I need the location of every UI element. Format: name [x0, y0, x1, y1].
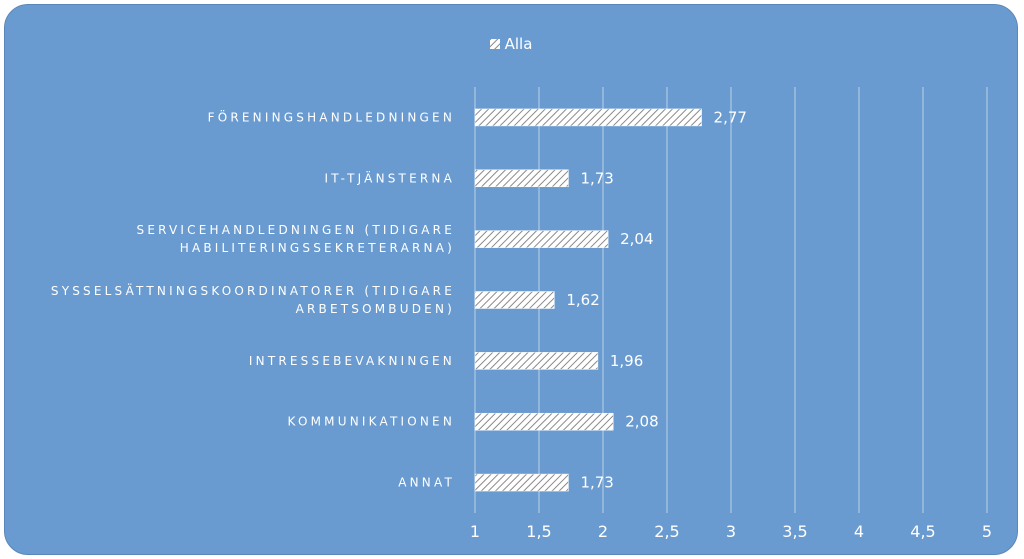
value-label: 2,77 — [714, 108, 747, 126]
bar — [474, 473, 569, 492]
x-tick-label: 3,5 — [782, 522, 807, 541]
category-label: INTRESSEBEVAKNINGEN — [249, 354, 455, 368]
x-tick-label: 2,5 — [654, 522, 679, 541]
category-label: ANNAT — [398, 476, 455, 490]
value-label: 1,62 — [566, 291, 599, 309]
legend-label: Alla — [504, 35, 533, 53]
bar — [474, 230, 609, 248]
legend-swatch — [489, 39, 500, 49]
chart-plot: 1 1,5 2 2,5 3 3,5 4 4,5 5 2,77 FÖRENINGSHANDLEDNIN… — [51, 87, 992, 541]
bar — [474, 108, 702, 127]
category-label: KOMMUNIKATIONEN — [288, 415, 455, 429]
value-label: 2,04 — [620, 230, 653, 248]
bar — [474, 412, 614, 431]
bar — [474, 352, 599, 370]
x-tick-label: 4,5 — [910, 522, 935, 541]
x-tick-label: 4 — [854, 522, 864, 541]
category-label: ARBETSOMBUDEN) — [296, 302, 455, 316]
legend: Alla — [5, 35, 1017, 53]
category-label: FÖRENINGSHANDLEDNINGEN — [208, 108, 455, 124]
value-label: 2,08 — [625, 413, 658, 431]
category-label: IT-TJÄNSTERNA — [325, 170, 456, 185]
category-label: HABILITERINGSSEKRETERARNA) — [180, 241, 455, 255]
x-tick-label: 1 — [470, 522, 480, 541]
value-label: 1,73 — [580, 474, 613, 492]
value-label: 1,96 — [610, 352, 643, 370]
bar — [474, 169, 569, 188]
value-label: 1,73 — [580, 169, 613, 187]
category-label: SYSSELSÄTTNINGSKOORDINATORER (TIDIGARE — [51, 283, 455, 298]
bar — [474, 291, 555, 309]
category-label: SERVICEHANDLEDNINGEN (TIDIGARE — [137, 223, 455, 237]
x-tick-label: 2 — [598, 522, 608, 541]
x-tick-label: 1,5 — [526, 522, 551, 541]
x-tick-label: 5 — [982, 522, 992, 541]
chart-card: Alla 1 1,5 2 2,5 3 3,5 4 4,5 5 2,77 FÖRENINGSHANDL… — [4, 4, 1018, 555]
x-tick-label: 3 — [726, 522, 736, 541]
